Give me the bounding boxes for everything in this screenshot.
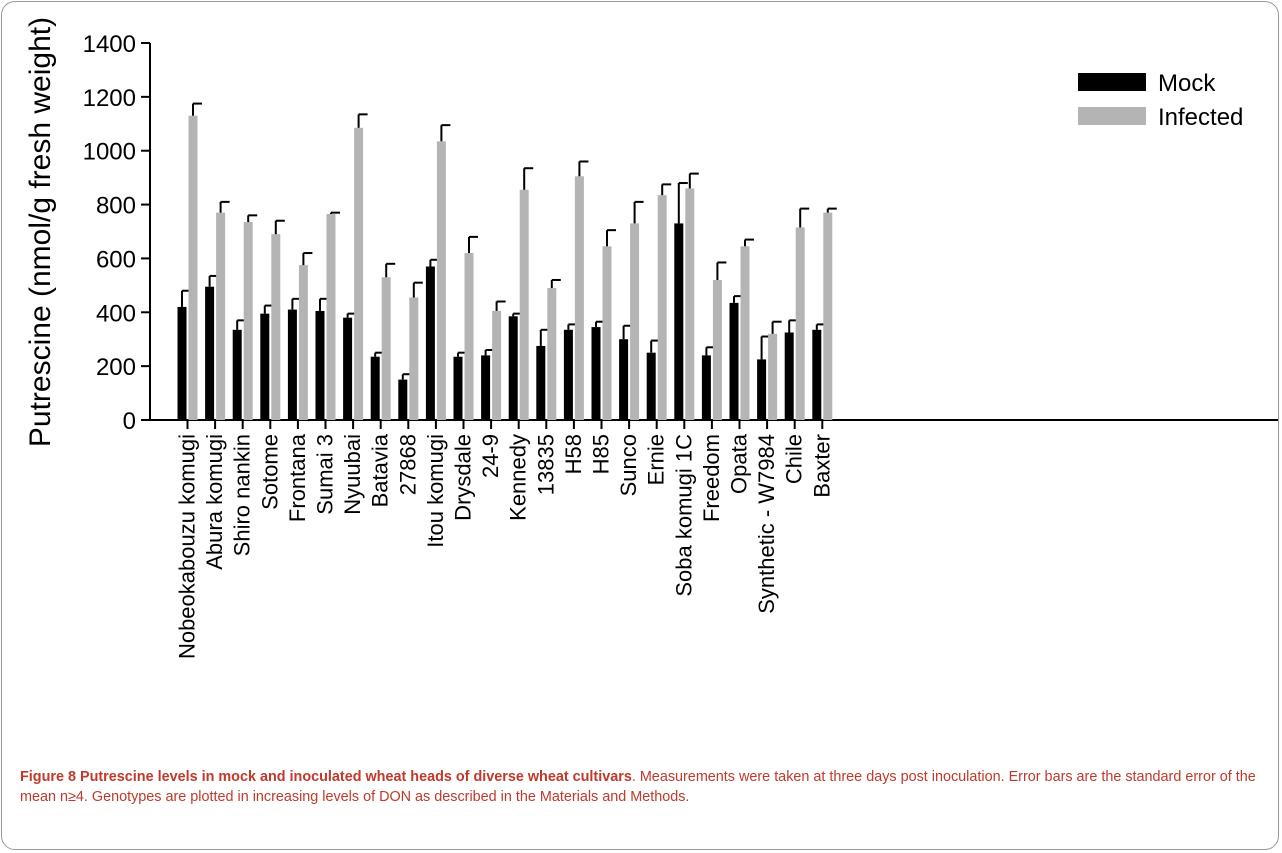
bar-infected-20 [740,246,750,420]
bar-infected-3 [271,234,281,420]
bar-infected-22 [795,227,805,420]
bar-infected-12 [519,189,529,420]
bar-infected-17 [657,195,667,420]
bar-infected-2 [243,222,253,420]
y-axis-label: Putrescine (nmol/g fresh weight) [24,17,57,447]
x-tick-label-11: 24-9 [478,434,503,478]
y-tick-label-800: 800 [96,193,136,220]
bar-infected-4 [298,265,308,420]
legend-label-infected: Infected [1158,104,1243,131]
bar-infected-18 [685,188,695,420]
x-tick-label-12: Kennedy [506,434,531,521]
bar-infected-0 [188,115,198,420]
x-tick-label-22: Chile [782,434,807,484]
bar-infected-23 [823,212,833,420]
x-tick-label-15: H85 [589,434,614,474]
y-tick-label-1000: 1000 [83,139,136,166]
bar-mock-6 [343,317,353,420]
x-tick-label-3: Sotome [257,434,282,510]
bar-infected-14 [574,176,584,420]
x-tick-label-5: Sumai 3 [313,434,338,515]
bar-mock-2 [232,329,242,420]
bar-mock-8 [398,379,408,420]
bar-mock-7 [370,356,380,420]
x-tick-label-16: Sunco [616,434,641,496]
bar-infected-9 [436,141,446,420]
bar-mock-1 [205,286,215,420]
caption-body: . Measurements were taken at three days … [20,769,1256,805]
bar-mock-9 [425,266,435,420]
x-tick-label-8: 27868 [395,434,420,495]
y-tick-label-400: 400 [96,300,136,327]
bar-infected-21 [768,333,778,420]
caption-label: Figure 8 [20,769,76,785]
bar-mock-13 [536,345,546,420]
bar-infected-13 [547,288,557,420]
x-tick-label-4: Frontana [285,433,310,522]
x-tick-label-23: Baxter [809,434,834,498]
bar-mock-15 [591,327,601,420]
x-tick-label-13: 13835 [533,434,558,495]
caption-title: Putrescine levels in mock and inoculated… [79,769,632,785]
figure-caption: Figure 8 Putrescine levels in mock and i… [20,767,1268,807]
legend-label-mock: Mock [1158,70,1216,97]
bar-mock-21 [757,359,767,420]
bar-mock-22 [784,332,794,420]
y-tick-label-200: 200 [96,354,136,381]
bar-mock-14 [563,329,573,420]
plot-area: 0 200 400 600 800 1000 1200 1400 Nobeokabouzu ko… [83,31,1278,659]
bar-mock-12 [508,316,518,420]
y-tick-label-0: 0 [123,408,136,435]
bar-infected-19 [712,279,722,420]
bar-mock-5 [315,310,325,420]
legend-swatch-infected [1078,107,1146,125]
bar-mock-20 [729,302,739,420]
bar-mock-19 [701,355,711,420]
bar-infected-16 [630,223,640,420]
bar-infected-11 [492,310,502,420]
bar-mock-23 [812,329,822,420]
bar-infected-6 [354,127,364,420]
bar-mock-3 [260,313,270,420]
x-tick-label-14: H58 [561,434,586,474]
bar-infected-8 [409,297,419,420]
x-tick-label-10: Drysdale [451,434,476,521]
x-tick-label-1: Abura komugi [202,434,227,570]
bar-mock-16 [619,339,629,420]
bar-mock-18 [674,223,684,420]
legend-swatch-mock [1078,73,1146,91]
x-tick-label-0: Nobeokabouzu komugi [175,434,200,659]
bar-infected-7 [381,277,391,420]
bar-infected-5 [326,213,336,420]
y-tick-label-600: 600 [96,246,136,273]
x-tick-label-21: Synthetic - W7984 [754,434,779,614]
bar-infected-10 [464,253,474,420]
bar-infected-1 [216,212,226,420]
x-tick-label-2: Shiro nankin [230,434,255,556]
bar-mock-11 [481,355,491,420]
bar-mock-17 [646,352,656,420]
bar-mock-0 [177,306,187,420]
x-tick-label-20: Opata [727,433,752,494]
x-tick-label-19: Freedom [699,434,724,522]
y-tick-label-1400: 1400 [83,31,136,58]
x-tick-label-17: Ernie [644,434,669,485]
x-tick-label-6: Nyuubai [340,434,365,515]
x-tick-label-9: Itou komugi [423,434,448,548]
x-tick-label-7: Batavia [368,433,393,507]
bar-mock-10 [453,356,463,420]
bar-mock-4 [287,309,297,420]
legend: Mock Infected [1078,70,1243,131]
bar-infected-15 [602,246,612,420]
x-tick-label-18: Soba komugi 1C [671,434,696,597]
y-tick-label-1200: 1200 [83,85,136,112]
putrescine-bar-chart: 0 200 400 600 800 1000 1200 1400 Nobeokabouzu ko… [24,17,1278,659]
